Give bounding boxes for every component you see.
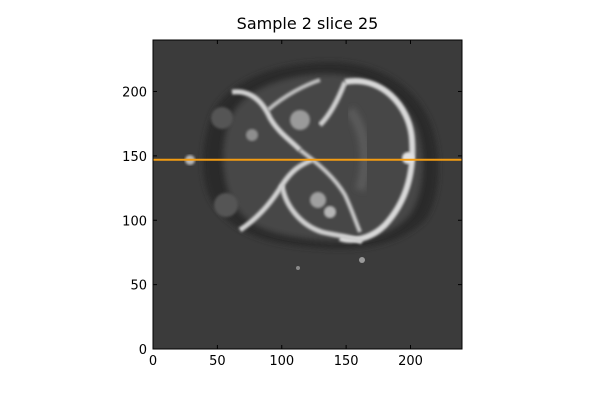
y-tick-label: 150	[122, 150, 147, 165]
y-tick-label: 50	[130, 279, 147, 294]
y-axis-ticks: 0 50 100 150 200	[122, 86, 462, 358]
x-tick-label: 0	[149, 354, 157, 369]
x-axis-ticks: 0 50 100 150 200	[149, 40, 423, 369]
x-tick-label: 200	[398, 354, 423, 369]
x-tick-label: 100	[269, 354, 294, 369]
x-tick-label: 150	[334, 354, 359, 369]
x-tick-label: 50	[209, 354, 226, 369]
plot-title: Sample 2 slice 25	[236, 14, 379, 33]
ct-slice-image	[153, 40, 462, 349]
y-tick-label: 0	[139, 343, 147, 358]
plot-frame	[152, 39, 463, 350]
y-tick-label: 200	[122, 86, 147, 101]
y-tick-label: 100	[122, 214, 147, 229]
